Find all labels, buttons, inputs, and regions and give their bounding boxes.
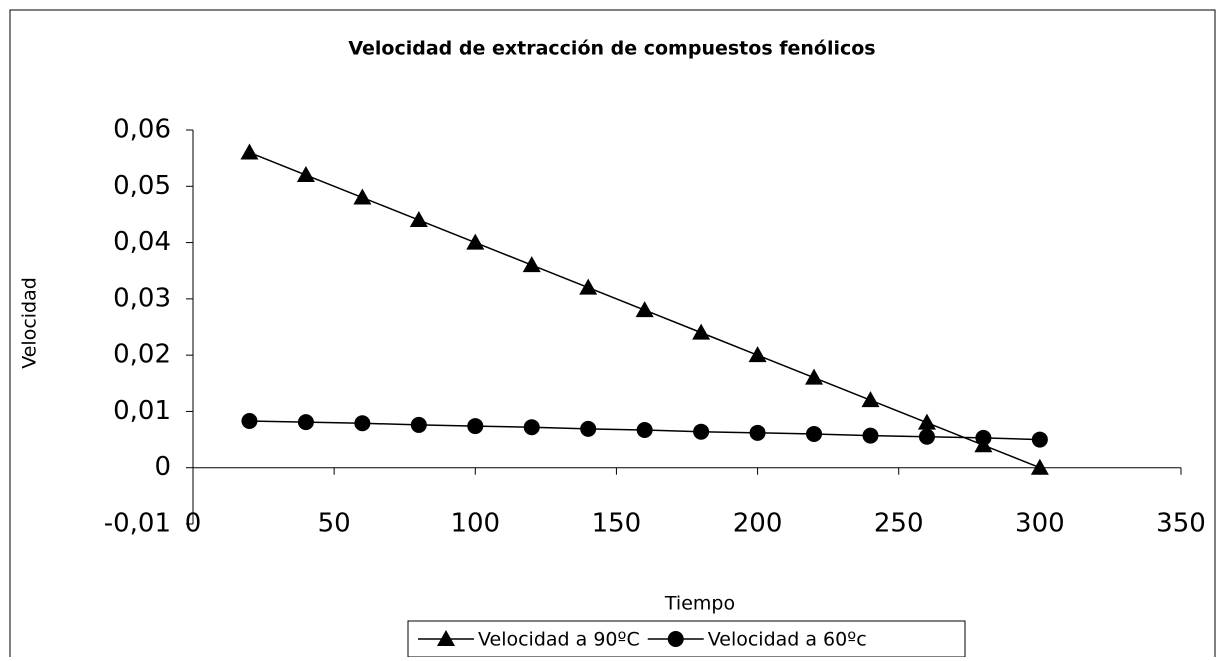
- x-tick-label: 100: [450, 509, 500, 539]
- legend-label: Velocidad a 60ºc: [708, 629, 867, 651]
- x-tick-label: 350: [1156, 509, 1206, 539]
- marker: [354, 415, 371, 432]
- marker: [749, 424, 766, 441]
- marker: [1030, 458, 1049, 475]
- y-tick-label: 0,06: [113, 115, 171, 145]
- marker: [805, 368, 824, 385]
- marker: [241, 412, 258, 429]
- marker: [918, 428, 935, 445]
- y-tick-label: 0,04: [113, 227, 171, 257]
- marker: [635, 301, 654, 318]
- x-tick-label: 150: [592, 509, 642, 539]
- x-tick-label: 250: [874, 509, 924, 539]
- marker: [467, 418, 484, 435]
- marker: [636, 422, 653, 439]
- y-tick-label: 0,01: [113, 396, 171, 426]
- marker: [692, 323, 711, 340]
- x-axis-label: Tiempo: [664, 593, 735, 615]
- marker: [523, 419, 540, 436]
- y-tick-label: -0,01: [104, 509, 171, 539]
- marker: [806, 425, 823, 442]
- marker: [240, 143, 259, 160]
- marker: [579, 278, 598, 295]
- x-tick-label: 300: [1015, 509, 1065, 539]
- x-tick-label: 50: [318, 509, 351, 539]
- legend-label: Velocidad a 90ºC: [478, 629, 640, 651]
- chart-border: [9, 9, 1216, 657]
- marker: [1031, 431, 1048, 448]
- marker: [297, 414, 314, 431]
- y-tick-label: 0: [154, 452, 171, 482]
- marker: [748, 346, 767, 363]
- marker: [975, 429, 992, 446]
- chart-title: Velocidad de extracción de compuestos fe…: [348, 38, 875, 60]
- marker: [466, 233, 485, 250]
- marker: [353, 188, 372, 205]
- marker: [580, 420, 597, 437]
- marker: [409, 211, 428, 228]
- marker: [437, 630, 455, 646]
- marker: [862, 427, 879, 444]
- marker: [410, 416, 427, 433]
- marker: [522, 256, 541, 273]
- y-tick-label: 0,03: [113, 283, 171, 313]
- y-axis-label: Velocidad: [19, 277, 41, 369]
- marker: [296, 166, 315, 183]
- y-tick-label: 0,05: [113, 171, 171, 201]
- x-tick-label: 200: [733, 509, 783, 539]
- x-tick-label: 0: [185, 509, 202, 539]
- marker: [667, 631, 684, 647]
- y-tick-label: 0,02: [113, 340, 171, 370]
- marker: [693, 423, 710, 440]
- marker: [917, 413, 936, 430]
- marker: [861, 391, 880, 408]
